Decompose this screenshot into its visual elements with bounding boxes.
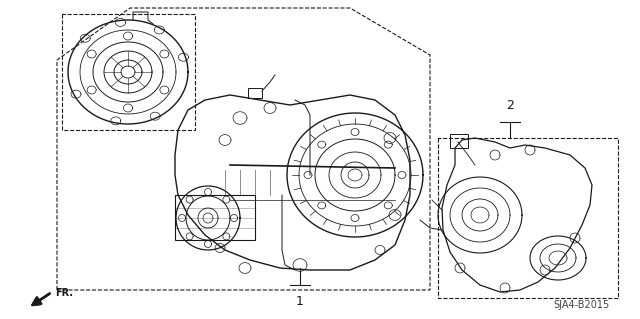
- Bar: [175, 195, 255, 240]
- Text: 1: 1: [296, 295, 304, 308]
- Text: FR.: FR.: [55, 288, 73, 298]
- Text: 2: 2: [506, 99, 514, 112]
- Text: SJA4-B2015: SJA4-B2015: [554, 300, 610, 310]
